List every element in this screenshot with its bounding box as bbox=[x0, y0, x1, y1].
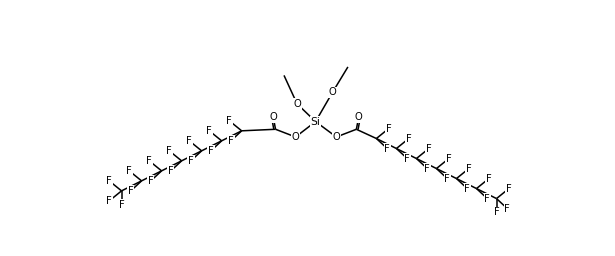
Text: F: F bbox=[226, 116, 232, 126]
Text: F: F bbox=[464, 184, 470, 194]
Text: F: F bbox=[146, 156, 152, 166]
Text: F: F bbox=[426, 144, 432, 154]
Text: F: F bbox=[167, 146, 172, 156]
Text: F: F bbox=[186, 136, 192, 146]
Text: F: F bbox=[106, 176, 112, 186]
Text: F: F bbox=[404, 154, 410, 164]
Text: F: F bbox=[148, 176, 154, 186]
Text: F: F bbox=[424, 164, 430, 174]
Text: F: F bbox=[506, 184, 512, 194]
Text: F: F bbox=[106, 196, 112, 206]
Text: F: F bbox=[446, 154, 451, 164]
Text: F: F bbox=[207, 126, 212, 136]
Text: O: O bbox=[328, 87, 336, 97]
Text: F: F bbox=[168, 166, 173, 176]
Text: F: F bbox=[126, 166, 132, 176]
Text: F: F bbox=[384, 144, 390, 154]
Text: O: O bbox=[292, 132, 300, 142]
Text: Si: Si bbox=[311, 116, 320, 126]
Text: O: O bbox=[355, 112, 363, 122]
Text: F: F bbox=[386, 123, 392, 134]
Text: F: F bbox=[228, 136, 234, 146]
Text: F: F bbox=[188, 156, 194, 166]
Text: O: O bbox=[333, 132, 340, 142]
Text: F: F bbox=[486, 174, 492, 184]
Text: F: F bbox=[406, 134, 411, 144]
Text: F: F bbox=[128, 186, 133, 196]
Text: F: F bbox=[485, 194, 490, 204]
Text: F: F bbox=[445, 174, 450, 184]
Text: O: O bbox=[293, 99, 301, 109]
Text: F: F bbox=[466, 164, 472, 174]
Text: F: F bbox=[119, 200, 124, 210]
Text: F: F bbox=[208, 146, 214, 156]
Text: F: F bbox=[494, 207, 499, 217]
Text: O: O bbox=[269, 112, 277, 122]
Text: F: F bbox=[504, 204, 510, 214]
